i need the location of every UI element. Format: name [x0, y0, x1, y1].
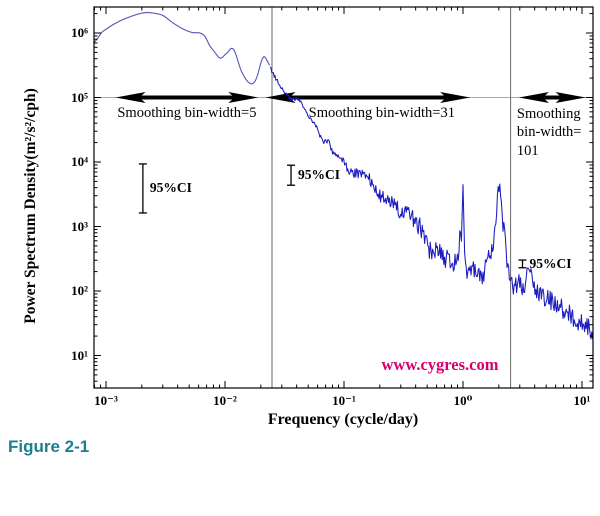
- y-tick-label: 10³: [71, 218, 88, 234]
- y-tick-label: 10⁴: [71, 154, 88, 169]
- smoothing-binwidth-label-line: Smoothing: [516, 105, 581, 122]
- x-tick-label: 10⁻¹: [332, 393, 356, 408]
- ci-label: 95%CI: [298, 167, 341, 183]
- smoothing-binwidth-label-line: Smoothing bin-width=5: [117, 104, 257, 121]
- y-tick-label: 10¹: [71, 347, 88, 363]
- smoothing-binwidth-label: Smoothing bin-width=5: [117, 104, 256, 123]
- x-tick-label: 10⁰: [453, 393, 473, 408]
- smoothing-binwidth-label-line: bin-width=: [516, 124, 582, 140]
- x-tick-label: 10¹: [573, 393, 591, 408]
- ci-label: 95%CI: [529, 255, 572, 271]
- x-tick-label: 10⁻³: [94, 393, 118, 408]
- watermark-link[interactable]: www.cygres.com: [381, 355, 499, 374]
- x-axis-label: Frequency (cycle/day): [267, 411, 419, 428]
- arrow-shaft: [138, 95, 236, 100]
- psd-curve-smooth: [93, 12, 270, 85]
- y-tick-label: 10⁶: [71, 25, 88, 40]
- arrow-shaft: [288, 95, 448, 100]
- smoothing-binwidth-label: Smoothing bin-width=31: [309, 104, 455, 123]
- y-tick-label: 10²: [71, 283, 88, 298]
- smoothing-binwidth-label: Smoothing bin-width= 101: [517, 105, 582, 161]
- y-tick-label: 10⁵: [71, 89, 88, 105]
- arrow-head-right: [228, 92, 259, 103]
- arrow-head-left: [115, 92, 146, 103]
- arrow-head-right: [555, 92, 586, 103]
- plot-frame: [93, 6, 594, 389]
- smoothing-binwidth-label-line: 101: [516, 142, 539, 159]
- arrow-head-left: [518, 92, 549, 103]
- arrow-shaft: [541, 95, 563, 100]
- figure-caption: Figure 2-1: [8, 437, 90, 456]
- smoothing-binwidth-label-line: Smoothing bin-width=31: [308, 104, 455, 121]
- x-tick-label: 10⁻²: [213, 393, 237, 408]
- ci-label: 95%CI: [149, 180, 192, 196]
- psd-curve-noisy: [269, 66, 594, 340]
- arrow-head-right: [440, 92, 471, 103]
